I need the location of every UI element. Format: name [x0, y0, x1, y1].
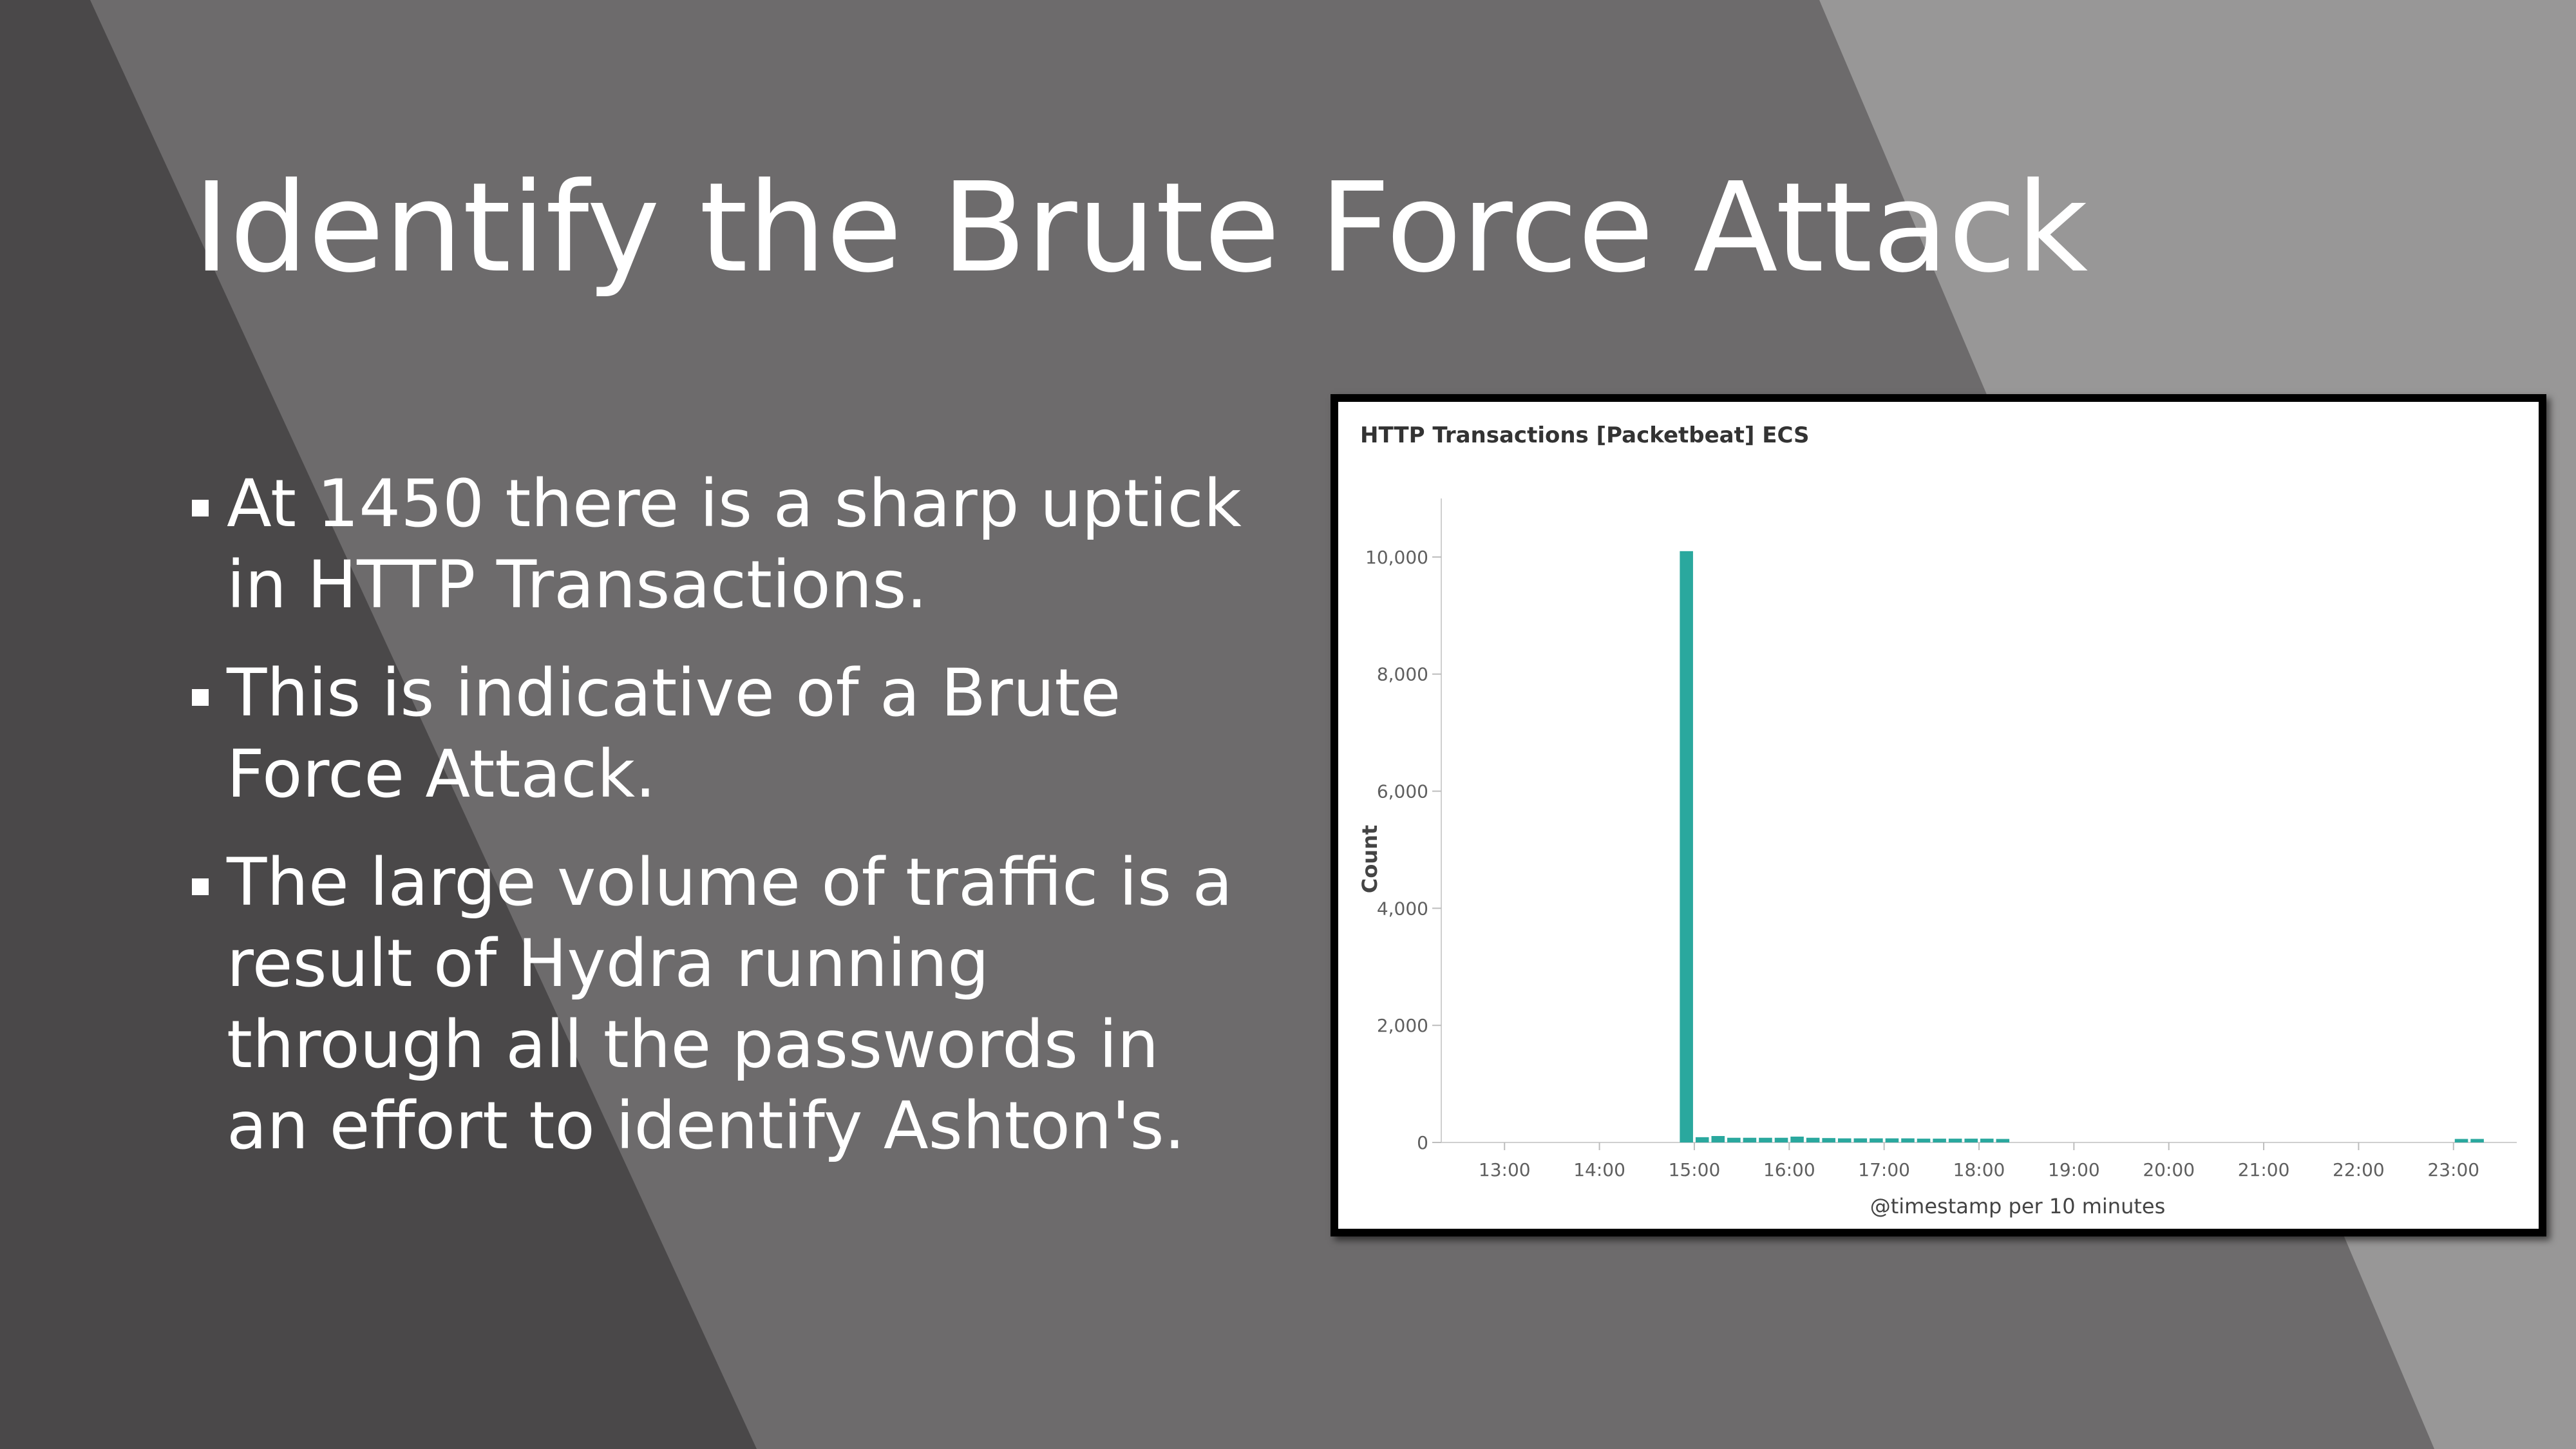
square-bullet-icon: [192, 689, 209, 706]
bullet-text: This is indicative of a Brute Force Atta…: [227, 655, 1121, 813]
bar: [1790, 1136, 1804, 1142]
x-axis: 13:00 14:00 15:00 16:00 17:00 18:00 19:00 20:00…: [1441, 1142, 2517, 1180]
x-tick-label: 17:00: [1858, 1159, 1910, 1180]
y-axis-title: Count: [1358, 825, 1382, 893]
bar: [1711, 1136, 1725, 1142]
bar: [1870, 1138, 1883, 1142]
x-tick-label: 15:00: [1669, 1159, 1721, 1180]
x-tick-label: 23:00: [2427, 1159, 2479, 1180]
bullet-item: The large volume of traffic is a result …: [187, 842, 1243, 1167]
x-tick-label: 21:00: [2238, 1159, 2290, 1180]
x-tick-label: 22:00: [2333, 1159, 2385, 1180]
y-tick-label: 4,000: [1377, 898, 1428, 919]
x-tick-label: 14:00: [1573, 1159, 1625, 1180]
bullet-item: This is indicative of a Brute Force Atta…: [187, 653, 1243, 815]
chart-plot: 0 2,000 4,000 6,000 8,000 10,000 13:00 14:00 15…: [1358, 498, 2517, 1218]
bar: [1837, 1138, 1852, 1142]
bullet-text: At 1450 there is a sharp uptick in HTTP …: [227, 466, 1242, 623]
square-bullet-icon: [192, 878, 209, 895]
y-tick-label: 6,000: [1377, 781, 1428, 802]
bar: [1695, 1137, 1709, 1142]
bar-series: [1680, 551, 2484, 1142]
y-axis: 0 2,000 4,000 6,000 8,000 10,000: [1365, 498, 1442, 1153]
x-tick-label: 18:00: [1953, 1159, 2005, 1180]
x-tick-label: 20:00: [2143, 1159, 2195, 1180]
bullet-list: At 1450 there is a sharp uptick in HTTP …: [187, 464, 1243, 1194]
bar: [1806, 1137, 1820, 1142]
bar: [1853, 1138, 1868, 1142]
square-bullet-icon: [192, 500, 209, 516]
bar: [1917, 1139, 1931, 1142]
bar: [1680, 551, 1693, 1142]
bar: [1759, 1137, 1772, 1142]
bar: [2470, 1139, 2484, 1142]
bar: [1948, 1139, 1962, 1142]
bar: [1743, 1137, 1757, 1142]
bar: [1774, 1137, 1788, 1142]
bar: [1964, 1139, 1978, 1142]
slide-title: Identify the Brute Force Attack: [193, 156, 2088, 300]
left-dark-band: [0, 0, 757, 1449]
y-tick-label: 8,000: [1377, 664, 1428, 685]
chart-title: HTTP Transactions [Packetbeat] ECS: [1360, 422, 1810, 448]
bar: [1822, 1138, 1835, 1142]
bullet-item: At 1450 there is a sharp uptick in HTTP …: [187, 464, 1243, 626]
x-axis-title: @timestamp per 10 minutes: [1870, 1194, 2166, 1218]
x-tick-label: 16:00: [1763, 1159, 1815, 1180]
x-tick-label: 19:00: [2048, 1159, 2100, 1180]
bar: [2454, 1139, 2468, 1142]
bar: [1901, 1138, 1915, 1142]
bar: [1933, 1139, 1946, 1142]
chart-screenshot-frame: HTTP Transactions [Packetbeat] ECS 0 2,00…: [1331, 394, 2546, 1236]
bar: [1996, 1139, 2010, 1142]
bullet-text: The large volume of traffic is a result …: [227, 844, 1233, 1164]
bar: [1727, 1137, 1741, 1142]
y-tick-label: 0: [1417, 1132, 1428, 1153]
bar: [1980, 1139, 1994, 1142]
y-tick-label: 10,000: [1365, 547, 1428, 568]
bar: [1885, 1138, 1899, 1142]
x-tick-label: 13:00: [1479, 1159, 1531, 1180]
y-tick-label: 2,000: [1377, 1015, 1428, 1036]
